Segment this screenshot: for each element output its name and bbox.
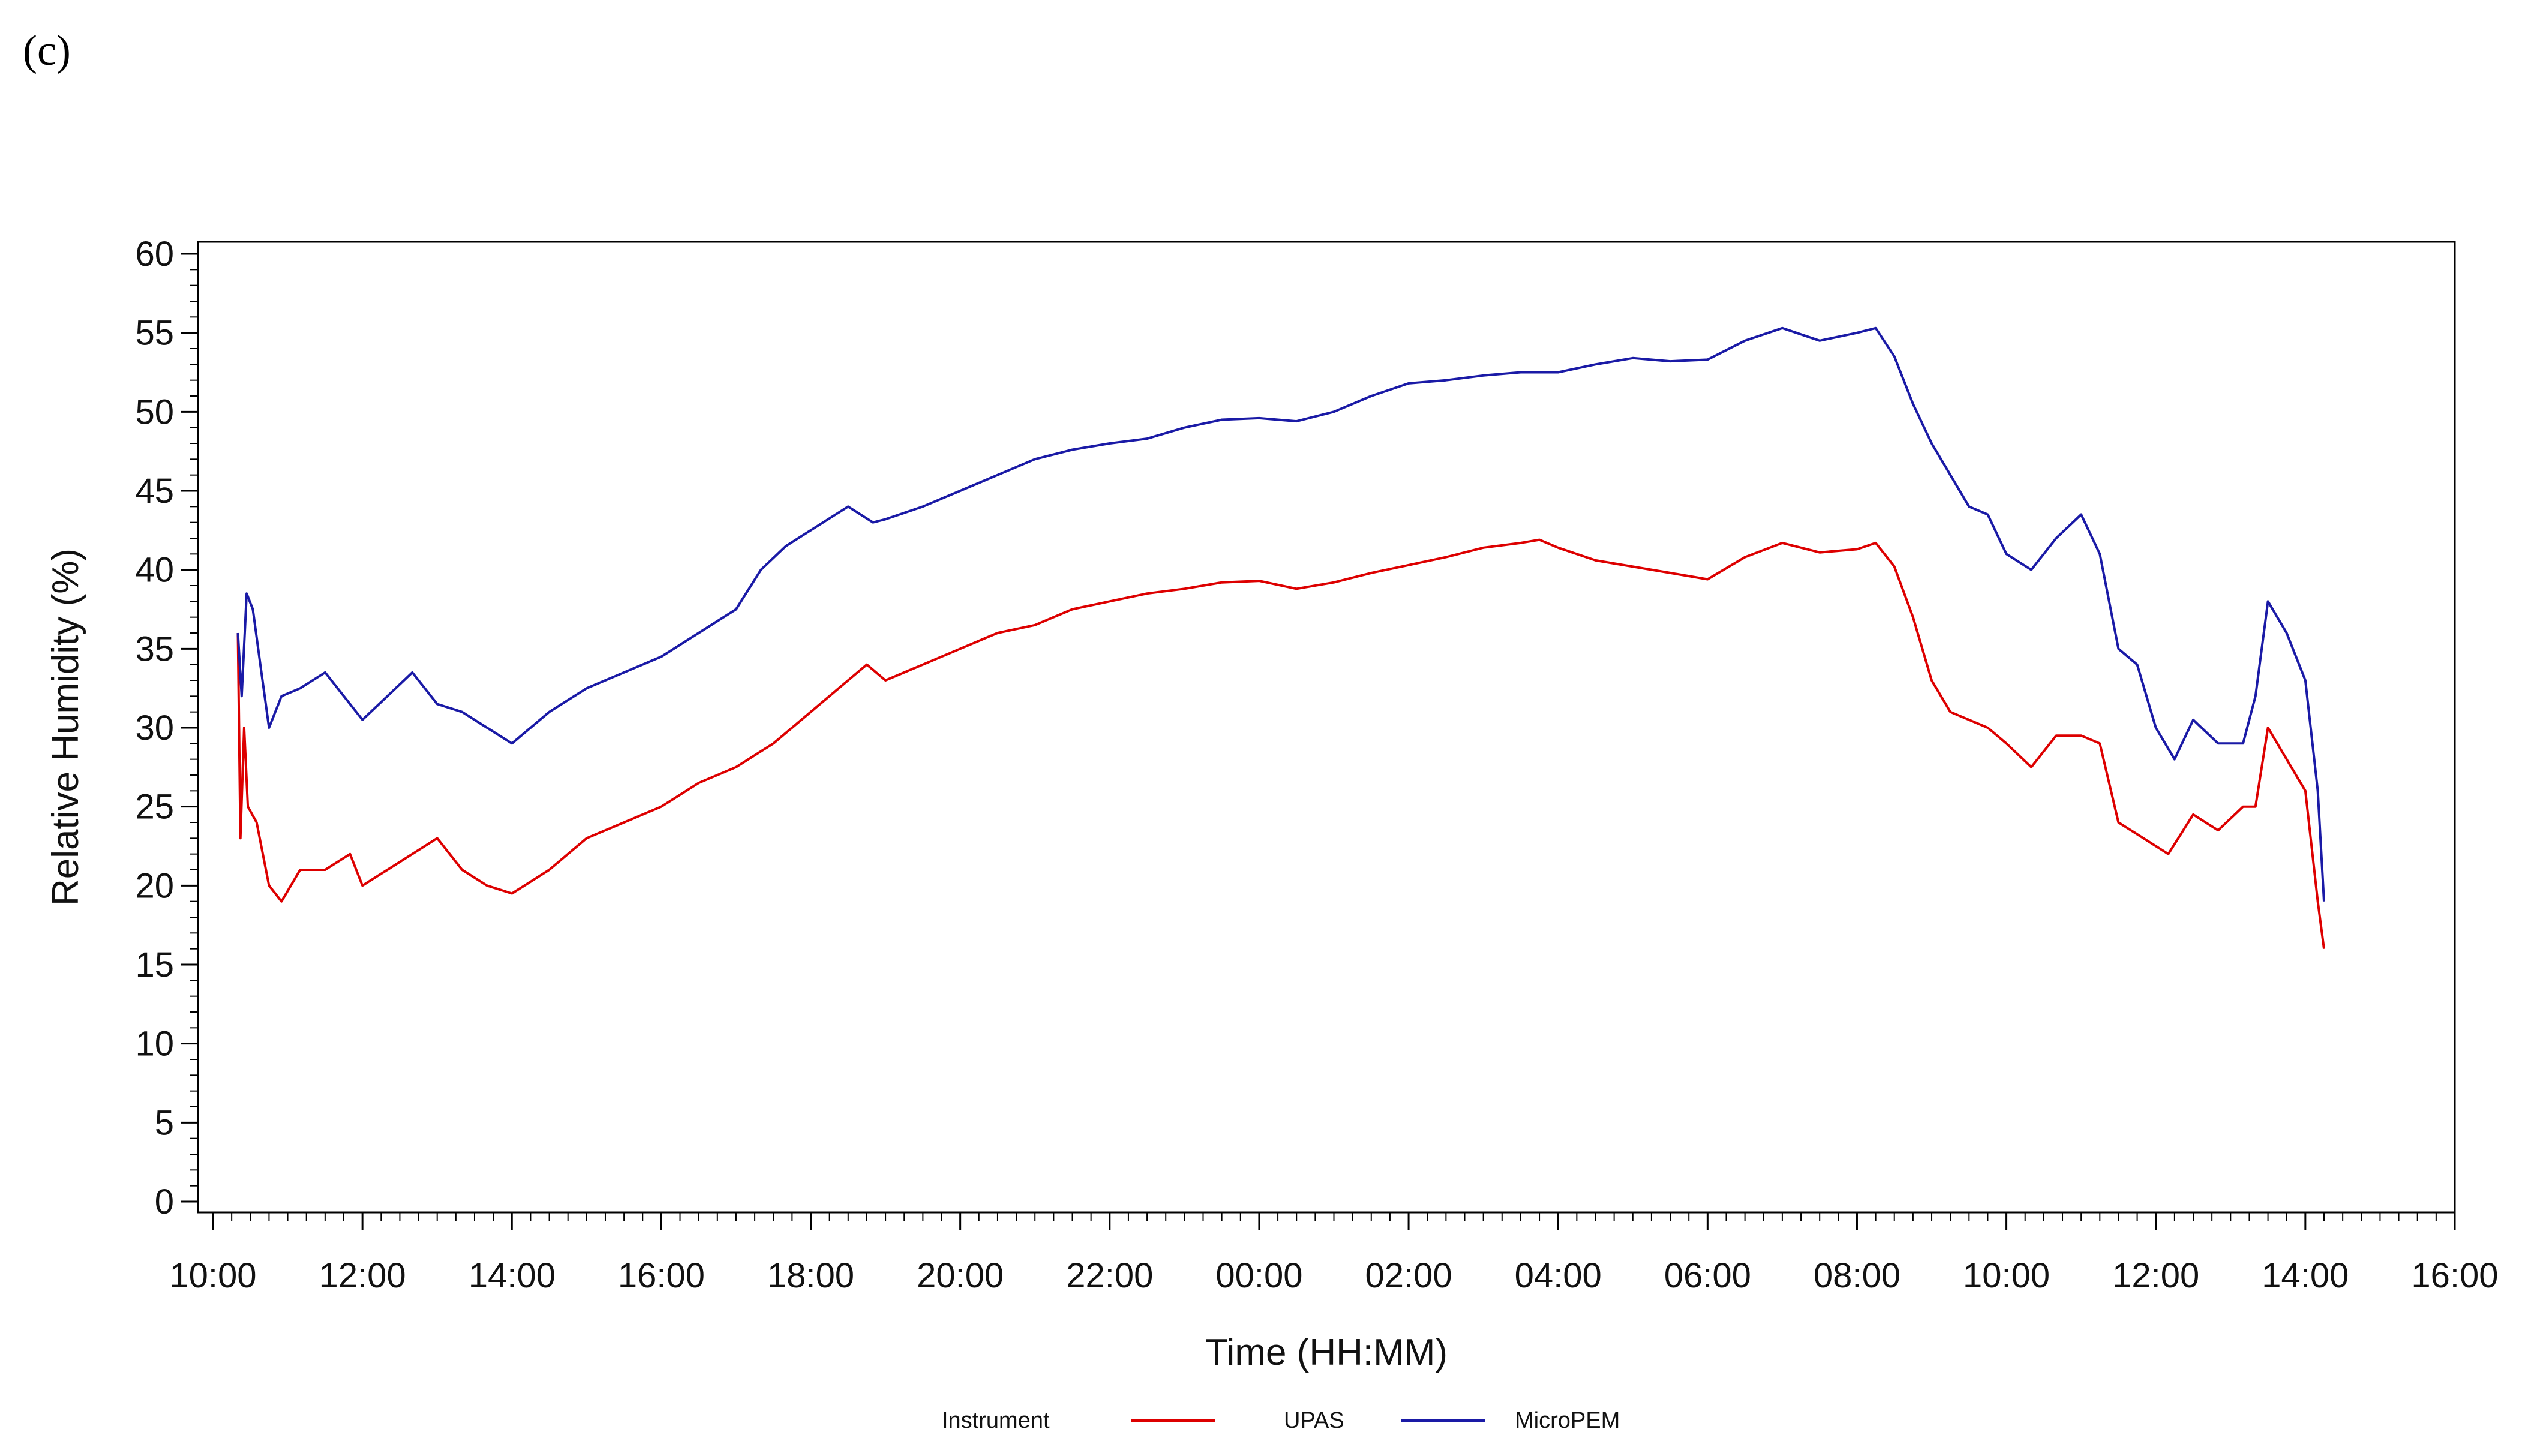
x-tick-label: 06:00: [1664, 1256, 1751, 1295]
y-tick-label: 25: [135, 788, 174, 827]
x-tick-label: 08:00: [1814, 1256, 1900, 1295]
y-tick-label: 35: [135, 629, 174, 668]
x-tick-label: 14:00: [469, 1256, 556, 1295]
y-tick-label: 60: [135, 235, 174, 274]
x-tick-label: 10:00: [1963, 1256, 2050, 1295]
y-axis: 0 5 10 15 20 25 30 35 40 45 50 55 60: [135, 235, 198, 1221]
y-tick-label: 5: [155, 1103, 174, 1142]
y-tick-label: 45: [135, 472, 174, 511]
x-axis: 10:00 12:00 14:00 16:00 18:00 20:00 22:00 00:00…: [169, 1212, 2499, 1295]
x-tick-label: 14:00: [2262, 1256, 2349, 1295]
x-tick-label: 00:00: [1215, 1256, 1302, 1295]
y-tick-label: 55: [135, 314, 174, 353]
x-tick-label: 12:00: [2112, 1256, 2199, 1295]
x-axis-title: Time (HH:MM): [1205, 1332, 1448, 1373]
plot-area: [197, 241, 2456, 1214]
y-tick-label: 30: [135, 709, 174, 747]
y-tick-label: 15: [135, 945, 174, 984]
x-tick-label: 16:00: [618, 1256, 705, 1295]
y-tick-label: 20: [135, 866, 174, 905]
x-tick-label: 10:00: [169, 1256, 256, 1295]
legend: Instrument UPAS MicroPEM: [942, 1408, 1620, 1433]
x-tick-label: 12:00: [319, 1256, 406, 1295]
y-tick-label: 40: [135, 551, 174, 590]
series-line-upas: [236, 538, 2325, 949]
x-tick-label: 16:00: [2411, 1256, 2498, 1295]
panel-label: (c): [23, 26, 71, 74]
x-tick-label: 02:00: [1365, 1256, 1452, 1295]
legend-title: Instrument: [942, 1408, 1050, 1433]
y-axis-title: Relative Humidity (%): [45, 548, 86, 906]
x-tick-label: 18:00: [767, 1256, 854, 1295]
x-tick-label: 04:00: [1515, 1256, 1602, 1295]
x-tick-label: 20:00: [917, 1256, 1004, 1295]
series-layer: [236, 326, 2325, 949]
y-tick-label: 10: [135, 1025, 174, 1064]
x-tick-label: 22:00: [1066, 1256, 1153, 1295]
y-tick-label: 0: [155, 1182, 174, 1221]
y-tick-label: 50: [135, 392, 174, 431]
legend-label-micropem: MicroPEM: [1515, 1408, 1620, 1433]
series-line-micropem: [236, 326, 2325, 902]
legend-label-upas: UPAS: [1284, 1408, 1344, 1433]
